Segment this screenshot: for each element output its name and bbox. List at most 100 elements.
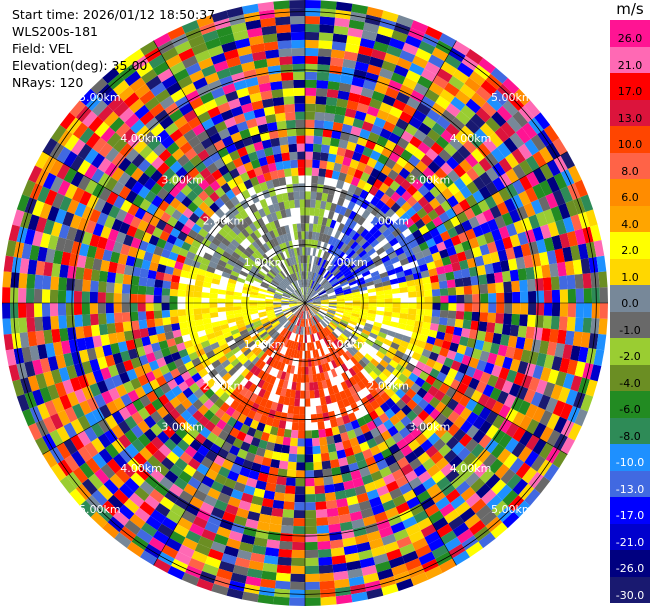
range-gate xyxy=(316,265,322,274)
range-gate xyxy=(239,128,251,140)
range-gate xyxy=(399,212,411,223)
range-gate xyxy=(327,244,334,254)
range-gate xyxy=(406,254,417,263)
range-gate xyxy=(305,446,313,455)
range-gate xyxy=(305,255,308,264)
range-gate xyxy=(535,290,545,303)
range-gate xyxy=(223,48,239,61)
range-gate xyxy=(162,280,172,289)
range-gate xyxy=(318,232,324,242)
range-gate xyxy=(447,182,460,196)
range-gate xyxy=(253,229,262,239)
range-gate xyxy=(572,259,583,275)
range-gate xyxy=(139,110,155,126)
range-gate xyxy=(520,217,533,232)
range-gate xyxy=(330,57,344,67)
range-gate xyxy=(454,90,471,105)
range-gate xyxy=(404,123,418,136)
range-gate xyxy=(323,282,331,289)
range-gate xyxy=(496,105,513,122)
range-gate xyxy=(237,182,248,193)
range-gate xyxy=(365,280,375,287)
range-gate xyxy=(431,47,449,62)
range-gate xyxy=(524,100,541,118)
range-gate xyxy=(292,525,305,535)
range-gate xyxy=(359,154,370,165)
range-gate xyxy=(41,289,51,303)
range-gate xyxy=(480,293,489,303)
range-gate xyxy=(316,184,324,193)
range-gate xyxy=(287,461,297,471)
range-gate xyxy=(134,83,151,99)
range-gate xyxy=(574,228,586,245)
range-gate xyxy=(408,303,417,309)
range-gate xyxy=(445,103,461,118)
range-gate xyxy=(399,257,410,266)
range-gate xyxy=(383,289,393,295)
range-gate xyxy=(276,564,292,574)
range-gate xyxy=(97,313,107,325)
range-gate xyxy=(314,485,326,495)
range-gate xyxy=(271,178,281,188)
range-gate xyxy=(169,288,179,297)
range-gate xyxy=(503,313,513,325)
range-gate xyxy=(423,283,432,291)
range-gate xyxy=(317,48,332,58)
range-gate xyxy=(282,242,288,251)
range-gate xyxy=(256,74,271,85)
range-gate xyxy=(291,381,297,391)
range-gate xyxy=(458,198,471,212)
range-gate xyxy=(296,143,305,152)
range-gate xyxy=(414,218,426,230)
range-gate xyxy=(305,87,317,96)
range-gate xyxy=(462,276,472,287)
range-gate xyxy=(247,151,259,162)
range-gate xyxy=(157,68,174,83)
range-gate xyxy=(145,303,154,312)
range-gate xyxy=(224,210,235,221)
range-gate xyxy=(331,170,341,180)
range-gate xyxy=(271,145,282,155)
range-gate xyxy=(460,104,476,120)
range-gate xyxy=(360,296,369,301)
range-gate xyxy=(383,218,394,229)
range-gate xyxy=(391,29,408,43)
range-gate xyxy=(343,115,355,126)
range-gate xyxy=(292,183,300,192)
range-gate xyxy=(317,64,331,74)
range-gate xyxy=(543,236,555,252)
range-gate xyxy=(295,127,305,136)
range-gate xyxy=(505,247,516,260)
range-gate xyxy=(347,249,356,258)
range-gate xyxy=(533,265,543,279)
range-gate xyxy=(308,279,312,288)
range-gate xyxy=(375,33,392,46)
range-gate xyxy=(371,90,386,103)
range-gate xyxy=(231,225,241,236)
range-gate xyxy=(404,142,418,155)
range-gate xyxy=(205,144,218,156)
range-gate xyxy=(289,597,305,606)
range-gate xyxy=(550,276,560,291)
range-gate xyxy=(290,248,296,257)
range-gate xyxy=(289,581,305,591)
range-gate xyxy=(535,303,545,316)
range-gate xyxy=(305,159,313,168)
range-gate xyxy=(145,75,162,91)
range-gate xyxy=(360,199,371,210)
range-gate xyxy=(525,187,539,203)
range-gate xyxy=(285,119,296,129)
range-gate xyxy=(570,244,581,261)
range-gate xyxy=(517,231,529,246)
range-gate xyxy=(122,321,132,332)
range-gate xyxy=(399,111,413,124)
range-gate xyxy=(276,169,286,179)
range-gate xyxy=(474,128,489,143)
range-gate xyxy=(479,122,495,138)
range-gate xyxy=(296,462,305,471)
range-gate xyxy=(456,251,467,262)
range-gate xyxy=(193,291,202,298)
range-gate xyxy=(443,219,455,231)
range-gate xyxy=(301,287,304,296)
range-gate xyxy=(422,202,435,214)
